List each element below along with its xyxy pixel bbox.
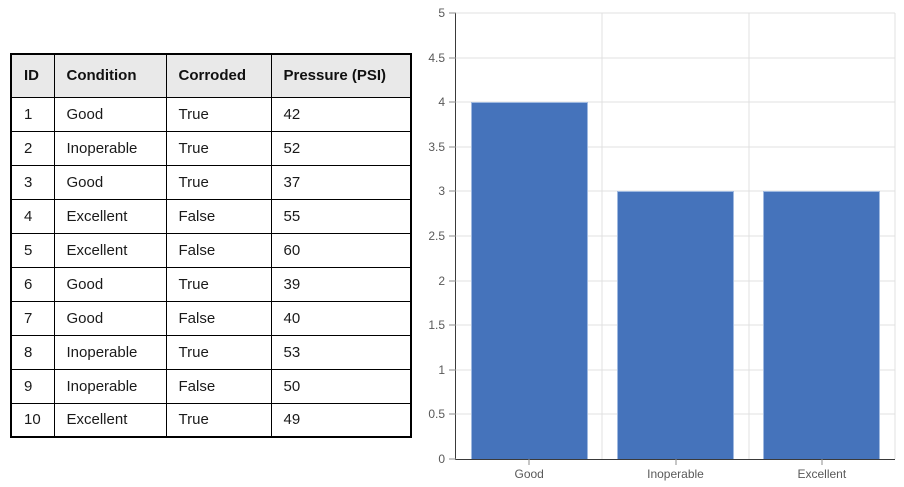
vertical-gridline [748, 13, 750, 459]
y-axis-tick [449, 235, 456, 237]
table-cell: 37 [270, 164, 412, 200]
table-cell: Excellent [53, 232, 167, 268]
table-cell: 50 [270, 368, 412, 404]
table-header-cell: Corroded [165, 53, 272, 98]
table-cell: Good [53, 266, 167, 302]
table-header-cell: Condition [53, 53, 167, 98]
table-cell: 49 [270, 402, 412, 438]
table-row: 1 Good True 42 [10, 96, 412, 132]
table-cell: 6 [10, 266, 55, 302]
table-row: 4 Excellent False 55 [10, 198, 412, 234]
table-cell: False [165, 368, 272, 404]
table-cell: False [165, 232, 272, 268]
horizontal-gridline [456, 101, 895, 103]
table-cell: 39 [270, 266, 412, 302]
vertical-gridline [601, 13, 603, 459]
table-cell: Inoperable [53, 130, 167, 166]
y-axis-tick [449, 101, 456, 103]
table-cell: Good [53, 164, 167, 200]
table-row: 5 Excellent False 60 [10, 232, 412, 268]
table-row: 10 Excellent True 49 [10, 402, 412, 438]
table-cell: True [165, 130, 272, 166]
y-axis-tick [449, 280, 456, 282]
y-axis-tick [449, 369, 456, 371]
y-axis-tick-label: 0 [438, 452, 445, 466]
table-row: 3 Good True 37 [10, 164, 412, 200]
y-axis-tick [449, 458, 456, 460]
bar [616, 191, 735, 459]
x-axis-tick [821, 459, 823, 465]
horizontal-gridline [456, 57, 895, 59]
x-axis-category-label: Inoperable [647, 467, 704, 481]
y-axis-tick [449, 413, 456, 415]
vertical-gridline [894, 13, 896, 459]
table-cell: True [165, 164, 272, 200]
y-axis-tick-label: 5 [438, 6, 445, 20]
x-axis-category-label: Excellent [797, 467, 847, 481]
horizontal-gridline [456, 369, 895, 371]
horizontal-gridline [456, 413, 895, 415]
x-axis-tick [528, 459, 530, 465]
horizontal-gridline [456, 235, 895, 237]
table-cell: Inoperable [53, 368, 167, 404]
table-cell: 60 [270, 232, 412, 268]
table-cell: Excellent [53, 402, 167, 438]
table-row: 2 Inoperable True 52 [10, 130, 412, 166]
x-axis-category-label: Good [514, 467, 544, 481]
table-cell: 1 [10, 96, 55, 132]
table-cell: 7 [10, 300, 55, 336]
table-cell: 5 [10, 232, 55, 268]
table-cell: 3 [10, 164, 55, 200]
table-cell: Good [53, 96, 167, 132]
table-header-row-inner: ID Condition Corroded Pressure (PSI) [10, 53, 412, 98]
table-cell: True [165, 266, 272, 302]
table-cell: Inoperable [53, 334, 167, 370]
horizontal-gridline [456, 324, 895, 326]
table-cell: True [165, 402, 272, 438]
table-cell: True [165, 96, 272, 132]
y-axis-tick [449, 324, 456, 326]
horizontal-gridline [456, 280, 895, 282]
y-axis-tick [449, 57, 456, 59]
table-header-row: ID Condition Corroded Pressure (PSI) [10, 53, 412, 98]
table-row: 9 Inoperable False 50 [10, 368, 412, 404]
table-cell: False [165, 198, 272, 234]
x-axis-tick [675, 459, 676, 465]
table-row: 6 Good True 39 [10, 266, 412, 302]
y-axis-tick [449, 190, 456, 192]
data-table: ID Condition Corroded Pressure (PSI) 1 Good T… [10, 53, 412, 438]
table-header-cell: Pressure (PSI) [270, 53, 412, 98]
bar [470, 102, 588, 459]
horizontal-gridline [456, 146, 895, 148]
horizontal-gridline [456, 190, 895, 192]
table-cell: 10 [10, 402, 55, 438]
table-cell: Good [53, 300, 167, 336]
y-axis-tick [449, 146, 456, 148]
table-cell: 4 [10, 198, 55, 234]
y-axis-tick [449, 12, 456, 14]
table-cell: 53 [270, 334, 412, 370]
table-cell: 42 [270, 96, 412, 132]
table-cell: 55 [270, 198, 412, 234]
table-cell: False [165, 300, 272, 336]
plot-area: 0 0.5 1 1.5 2 2.5 3 3.5 4 4.5 5 Good Inoperable Excel… [428, 7, 896, 480]
table-body: 1 Good True 42 2 Inoperable True 52 3 Good True 37 4… [10, 96, 412, 438]
table-cell: 40 [270, 300, 412, 336]
table-row: 8 Inoperable True 53 [10, 334, 412, 370]
table-cell: 52 [270, 130, 412, 166]
table-cell: 2 [10, 130, 55, 166]
table-row: 7 Good False 40 [10, 300, 412, 336]
table-header-cell: ID [10, 53, 55, 98]
table-cell: 8 [10, 334, 55, 370]
bar [763, 191, 881, 459]
horizontal-gridline [456, 12, 895, 14]
table-cell: True [165, 334, 272, 370]
table-cell: Excellent [53, 198, 167, 234]
table-cell: 9 [10, 368, 55, 404]
